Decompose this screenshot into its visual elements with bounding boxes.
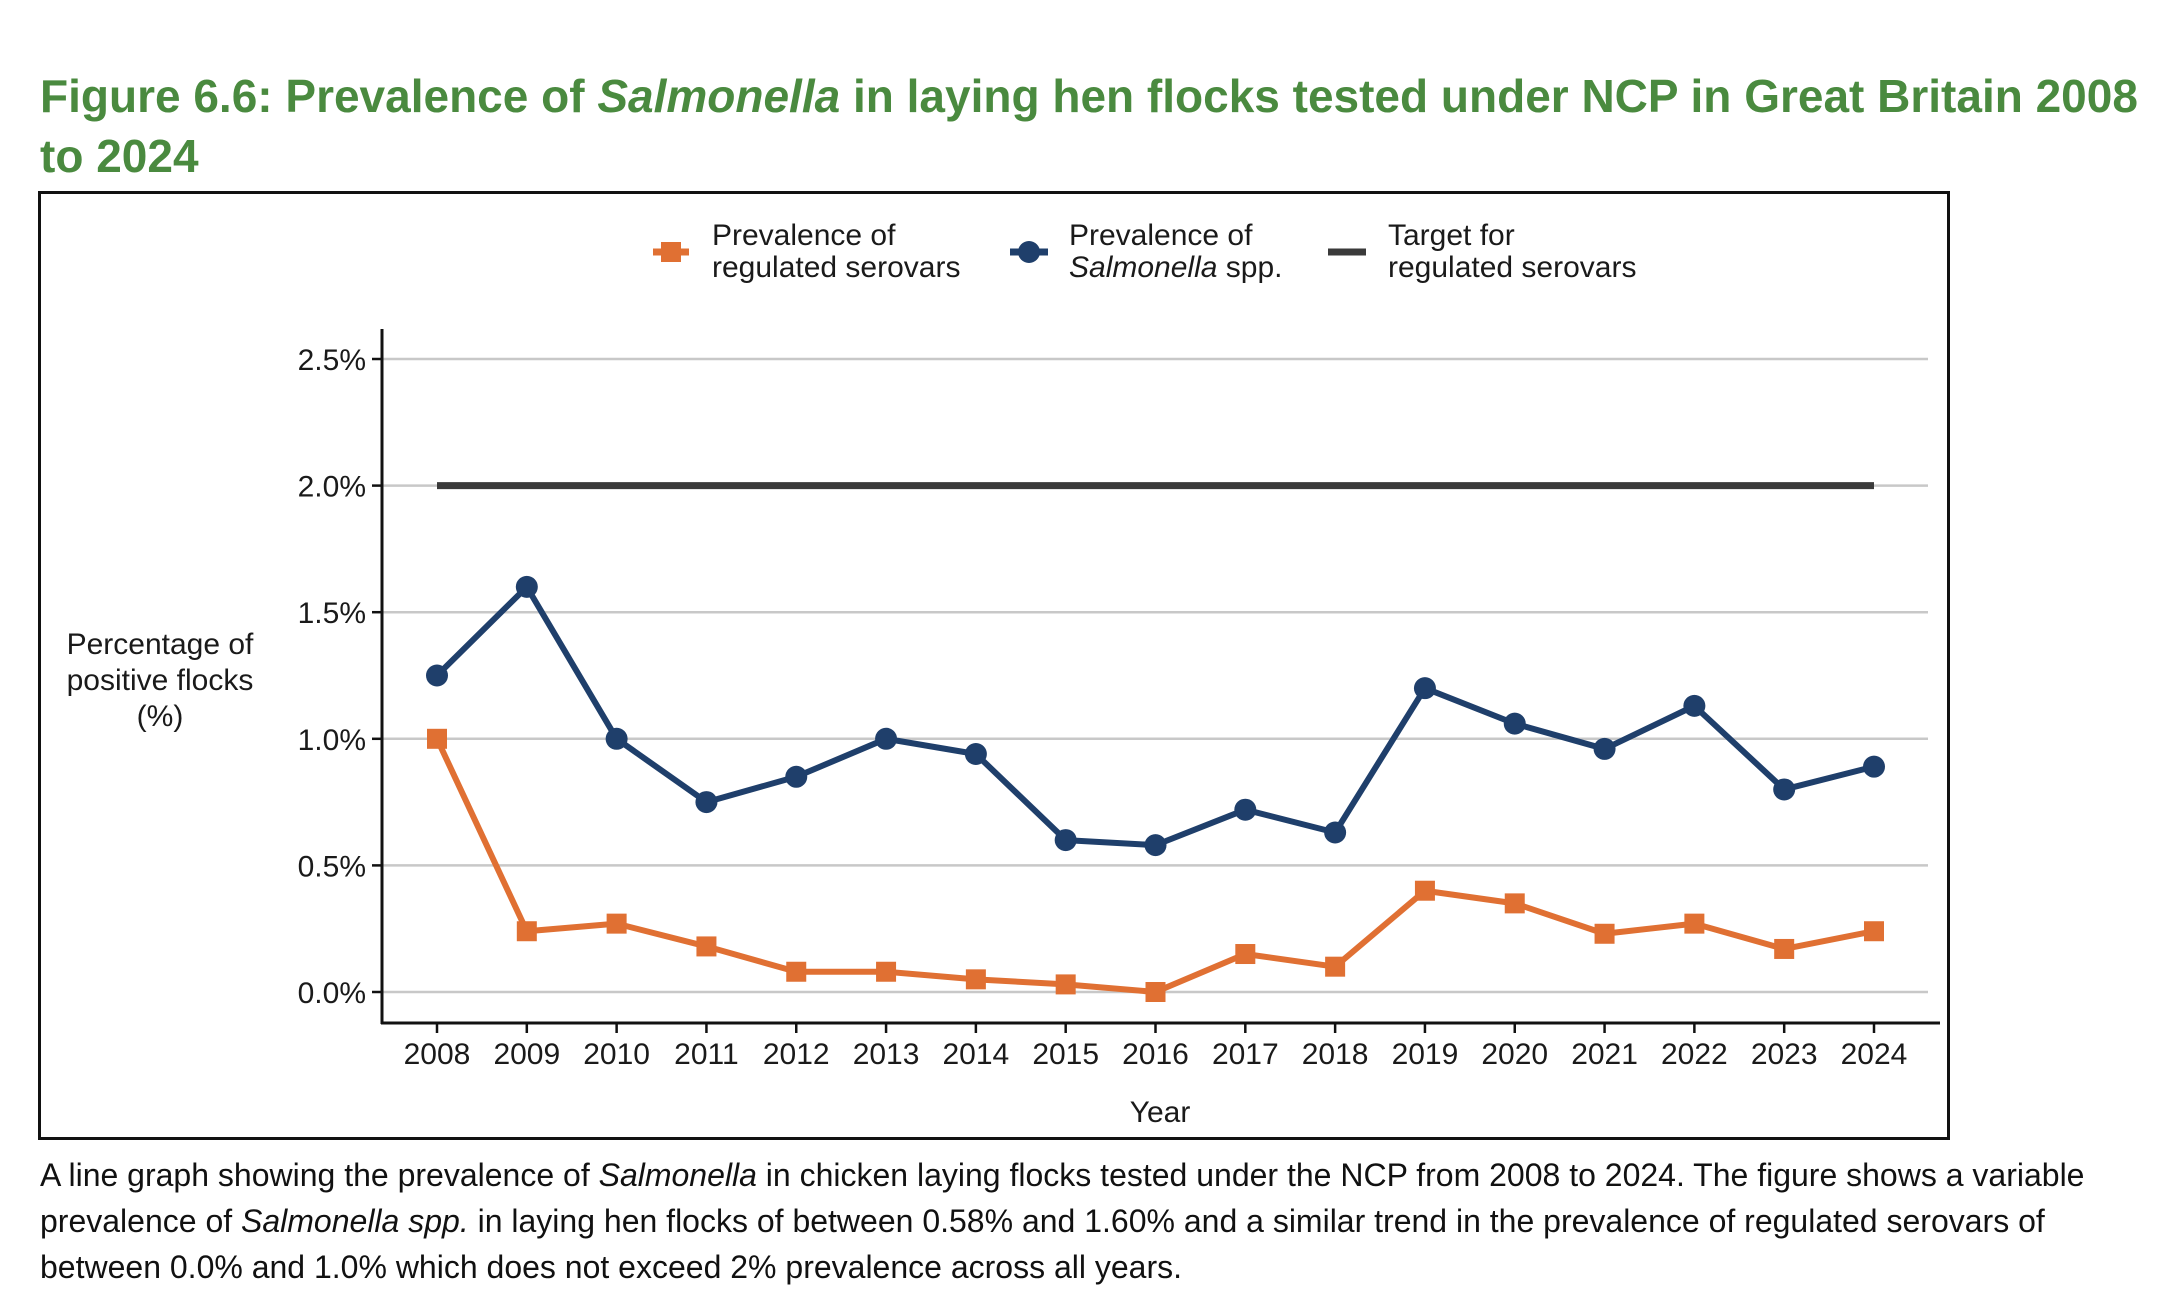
- data-point-square: [1864, 921, 1884, 942]
- data-point-circle: [1683, 694, 1706, 717]
- x-tick-label: 2021: [1571, 1038, 1638, 1071]
- legend-label-target-line-2: regulated serovars: [1388, 251, 1636, 284]
- x-tick-label: 2018: [1302, 1038, 1369, 1071]
- data-point-square: [1055, 974, 1076, 995]
- data-point-square: [427, 728, 447, 749]
- data-point-square: [696, 936, 717, 957]
- y-axis-title-line-1: Percentage of: [67, 628, 254, 661]
- x-axis-title: Year: [1130, 1096, 1191, 1129]
- legend-item-salmonella: Prevalence of Salmonella spp.: [1010, 219, 1282, 284]
- x-tick-label: 2023: [1751, 1038, 1818, 1071]
- data-point-square: [1145, 982, 1166, 1002]
- legend-label-regulated-line-1: Prevalence of: [712, 219, 896, 252]
- data-point-circle: [1324, 821, 1347, 844]
- x-tick-label: 2010: [583, 1038, 650, 1071]
- y-tick-label: 1.0%: [298, 724, 366, 757]
- data-point-square: [1414, 880, 1435, 901]
- chart-frame: [38, 191, 1950, 1140]
- data-point-square: [1684, 913, 1705, 934]
- x-tick-label: 2016: [1122, 1038, 1189, 1071]
- data-point-circle: [1863, 755, 1885, 778]
- x-axis-ticks: 2008 2009 2010 2011 2012 2013 2014 2015 2016 2017…: [404, 1023, 1908, 1071]
- caption-italic-2: Salmonella spp.: [241, 1203, 469, 1239]
- legend-label-target-line-1: Target for: [1388, 219, 1515, 252]
- figure-title: Figure 6.6: Prevalence of Salmonella in …: [40, 66, 2160, 186]
- series-salmonella-spp: [426, 575, 1885, 857]
- data-point-circle: [1503, 712, 1526, 735]
- data-point-square: [1504, 893, 1525, 914]
- data-point-circle: [605, 727, 628, 750]
- legend-key-circle-icon: [1018, 241, 1040, 263]
- data-point-circle: [1234, 798, 1257, 821]
- data-point-circle: [875, 727, 898, 750]
- y-tick-label: 0.5%: [298, 850, 366, 883]
- caption-text-2: in chicken laying flocks tested under th…: [40, 1157, 2085, 1239]
- x-tick-label: 2024: [1841, 1038, 1908, 1071]
- data-point-square: [516, 921, 537, 942]
- x-tick-label: 2020: [1481, 1038, 1548, 1071]
- x-tick-label: 2017: [1212, 1038, 1279, 1071]
- x-tick-label: 2012: [763, 1038, 830, 1071]
- series-line: [434, 583, 1875, 849]
- x-tick-label: 2011: [674, 1038, 739, 1071]
- y-tick-label: 2.0%: [298, 471, 366, 504]
- y-tick-label: 1.5%: [298, 597, 366, 630]
- y-axis-title-line-3: (%): [137, 700, 184, 733]
- title-text-suffix: in laying hen flocks tested under NCP in…: [40, 70, 2138, 182]
- x-tick-label: 2022: [1661, 1038, 1728, 1071]
- legend-label-salmonella-line-2: Salmonella spp.: [1069, 251, 1282, 284]
- y-tick-label: 0.0%: [298, 977, 366, 1010]
- x-tick-label: 2009: [493, 1038, 560, 1071]
- legend-label-regulated-line-2: regulated serovars: [712, 251, 960, 284]
- data-point-circle: [1144, 834, 1167, 857]
- data-point-circle: [515, 575, 538, 598]
- y-axis-title-line-2: positive flocks: [67, 664, 254, 697]
- legend-label-salmonella-line-1: Prevalence of: [1069, 219, 1253, 252]
- data-point-circle: [964, 742, 987, 765]
- legend-label-salmonella-italic: Salmonella: [1069, 251, 1217, 284]
- y-axis-ticks: 0.0% 0.5% 1.0% 1.5% 2.0% 2.5%: [298, 344, 382, 1010]
- x-tick-label: 2013: [853, 1038, 920, 1071]
- y-tick-label: 2.5%: [298, 344, 366, 377]
- figure-caption: A line graph showing the prevalence of S…: [40, 1152, 2170, 1290]
- data-point-square: [1774, 938, 1795, 959]
- data-point-square: [1235, 944, 1256, 965]
- data-point-square: [1325, 956, 1346, 977]
- x-tick-label: 2008: [404, 1038, 471, 1071]
- legend-item-target: Target for regulated serovars: [1328, 219, 1636, 284]
- data-point-circle: [1773, 778, 1796, 801]
- caption-italic-1: Salmonella: [598, 1157, 757, 1193]
- data-point-square: [965, 969, 986, 990]
- legend-key-square-icon: [661, 242, 681, 262]
- data-point-circle: [1593, 737, 1616, 760]
- data-point-circle: [1413, 677, 1436, 700]
- x-tick-label: 2015: [1032, 1038, 1099, 1071]
- x-tick-label: 2019: [1392, 1038, 1459, 1071]
- data-point-circle: [785, 765, 808, 788]
- legend-item-regulated: Prevalence of regulated serovars: [653, 219, 960, 284]
- series-layer: [426, 482, 1885, 1002]
- data-point-square: [1594, 923, 1615, 944]
- title-italic-text: Salmonella: [597, 70, 841, 122]
- data-point-square: [876, 961, 897, 982]
- caption-text-3: in laying hen flocks of between 0.58% an…: [40, 1203, 2045, 1285]
- caption-text-1: A line graph showing the prevalence of: [40, 1157, 599, 1193]
- data-point-square: [606, 913, 627, 934]
- legend-label-salmonella-rest: spp.: [1217, 251, 1282, 284]
- series-regulated-serovars: [427, 728, 1884, 1002]
- x-tick-label: 2014: [943, 1038, 1010, 1071]
- data-point-circle: [1054, 829, 1077, 852]
- legend: Prevalence of regulated serovars Prevale…: [653, 219, 1636, 284]
- data-point-square: [786, 961, 807, 982]
- data-point-circle: [695, 791, 718, 814]
- title-text: Figure 6.6: Prevalence of: [40, 70, 598, 122]
- axes: [380, 329, 1940, 1025]
- data-point-circle: [426, 664, 448, 687]
- gridlines: [382, 357, 1928, 994]
